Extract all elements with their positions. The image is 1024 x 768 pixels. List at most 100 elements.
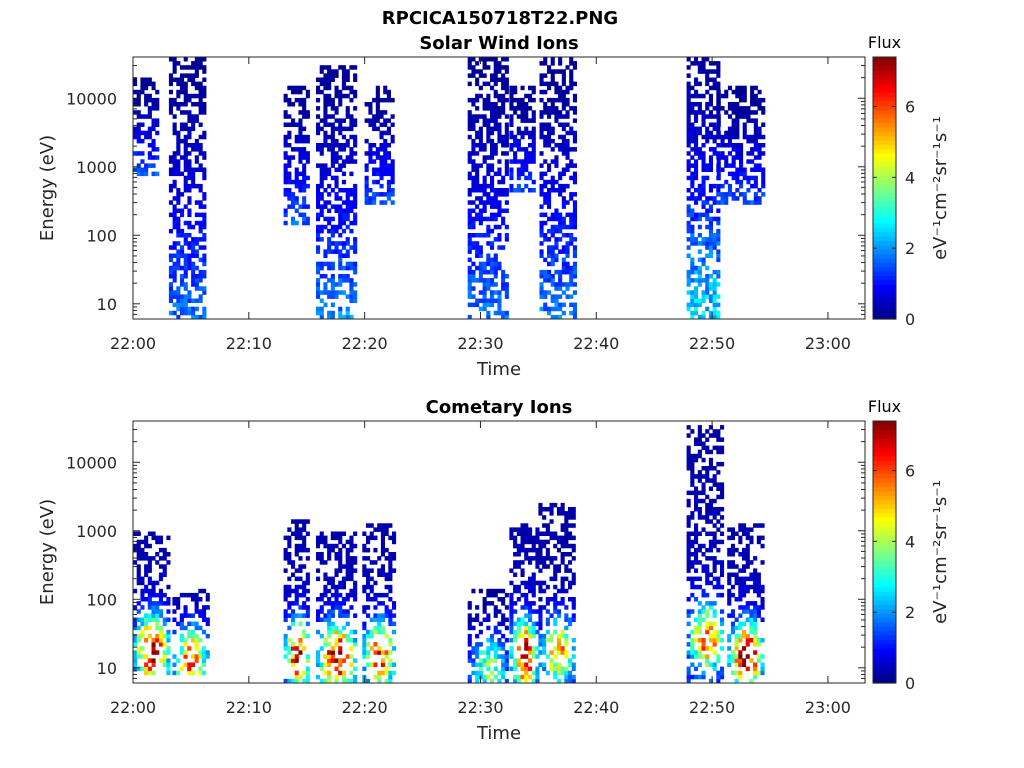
flux-cell — [140, 654, 145, 659]
flux-cell — [697, 453, 702, 459]
flux-cell — [490, 138, 495, 144]
flux-cell — [543, 61, 548, 66]
flux-cell — [542, 642, 547, 647]
flux-cell — [366, 592, 371, 598]
flux-cell — [187, 196, 192, 201]
flux-cell — [730, 584, 735, 590]
flux-cell — [345, 110, 350, 115]
flux-cell — [298, 118, 303, 123]
flux-cell — [720, 490, 725, 496]
flux-cell — [183, 93, 188, 99]
flux-cell — [305, 547, 310, 553]
flux-cell — [482, 57, 487, 62]
flux-cell — [490, 290, 495, 295]
flux-cell — [690, 576, 695, 582]
flux-cell — [513, 601, 518, 606]
flux-cell — [547, 253, 552, 258]
flux-cell — [140, 629, 145, 635]
flux-cell — [349, 192, 354, 197]
flux-cell — [731, 110, 736, 115]
flux-cell — [334, 678, 339, 684]
flux-cell — [528, 97, 533, 103]
flux-cell — [327, 97, 332, 103]
flux-cell — [690, 138, 695, 144]
flux-cell — [187, 167, 192, 172]
flux-cell — [291, 118, 296, 123]
flux-cell — [716, 461, 721, 467]
flux-cell — [144, 625, 149, 631]
flux-cell — [162, 572, 167, 577]
flux-cell — [388, 650, 393, 655]
flux-cell — [516, 547, 521, 553]
flux-cell — [140, 167, 145, 172]
flux-cell — [362, 646, 367, 651]
flux-cell — [686, 650, 691, 655]
flux-cell — [294, 613, 299, 618]
flux-cell — [690, 155, 695, 160]
flux-cell — [565, 147, 570, 152]
flux-cell — [697, 106, 702, 111]
flux-cell — [380, 539, 385, 545]
flux-cell — [493, 89, 498, 95]
flux-cell — [298, 592, 303, 598]
flux-cell — [712, 298, 717, 303]
flux-cell — [504, 290, 509, 295]
flux-cell — [362, 564, 367, 569]
flux-cell — [746, 188, 751, 193]
flux-cell — [316, 650, 321, 655]
flux-cell — [136, 89, 141, 95]
flux-cell — [147, 564, 152, 569]
flux-cell — [147, 613, 152, 618]
flux-cell — [330, 138, 335, 144]
flux-cell — [753, 126, 758, 132]
colorbar-step — [873, 534, 896, 540]
flux-cell — [202, 171, 207, 177]
flux-cell — [471, 216, 476, 222]
flux-cell — [705, 556, 710, 561]
flux-cell — [509, 646, 514, 651]
flux-cell — [176, 249, 181, 254]
flux-cell — [482, 233, 487, 238]
flux-cell — [341, 143, 346, 148]
colorbar-step — [873, 166, 896, 172]
flux-cell — [742, 171, 747, 177]
flux-cell — [155, 539, 160, 545]
flux-cell — [516, 114, 521, 119]
flux-cell — [720, 674, 725, 680]
flux-cell — [543, 233, 548, 238]
flux-cell — [553, 543, 558, 549]
flux-cell — [384, 523, 389, 528]
flux-cell — [694, 196, 699, 201]
flux-cell — [298, 179, 303, 185]
flux-cell — [708, 498, 713, 504]
flux-cell — [746, 106, 751, 111]
flux-cell — [708, 155, 713, 160]
flux-cell — [572, 97, 577, 103]
flux-cell — [708, 433, 713, 438]
flux-cell — [353, 77, 358, 82]
flux-cell — [539, 290, 544, 295]
flux-cell — [198, 85, 203, 91]
flux-cell — [298, 89, 303, 95]
flux-cell — [349, 126, 354, 132]
flux-cell — [136, 625, 141, 631]
flux-cell — [475, 265, 480, 271]
flux-cell — [745, 543, 750, 549]
colorbar-step — [873, 218, 896, 224]
flux-cell — [202, 650, 207, 655]
flux-cell — [708, 646, 713, 651]
flux-cell — [144, 97, 149, 103]
flux-cell — [319, 290, 324, 295]
flux-cell — [166, 552, 171, 557]
flux-cell — [524, 552, 529, 557]
flux-cell — [528, 539, 533, 545]
flux-cell — [205, 654, 210, 659]
flux-cell — [319, 65, 324, 70]
flux-cell — [198, 286, 203, 291]
flux-cell — [705, 629, 710, 635]
flux-cell — [144, 539, 149, 545]
colorbar-step — [873, 174, 896, 180]
flux-cell — [497, 609, 502, 614]
flux-cell — [383, 138, 388, 144]
flux-cell — [745, 531, 750, 536]
